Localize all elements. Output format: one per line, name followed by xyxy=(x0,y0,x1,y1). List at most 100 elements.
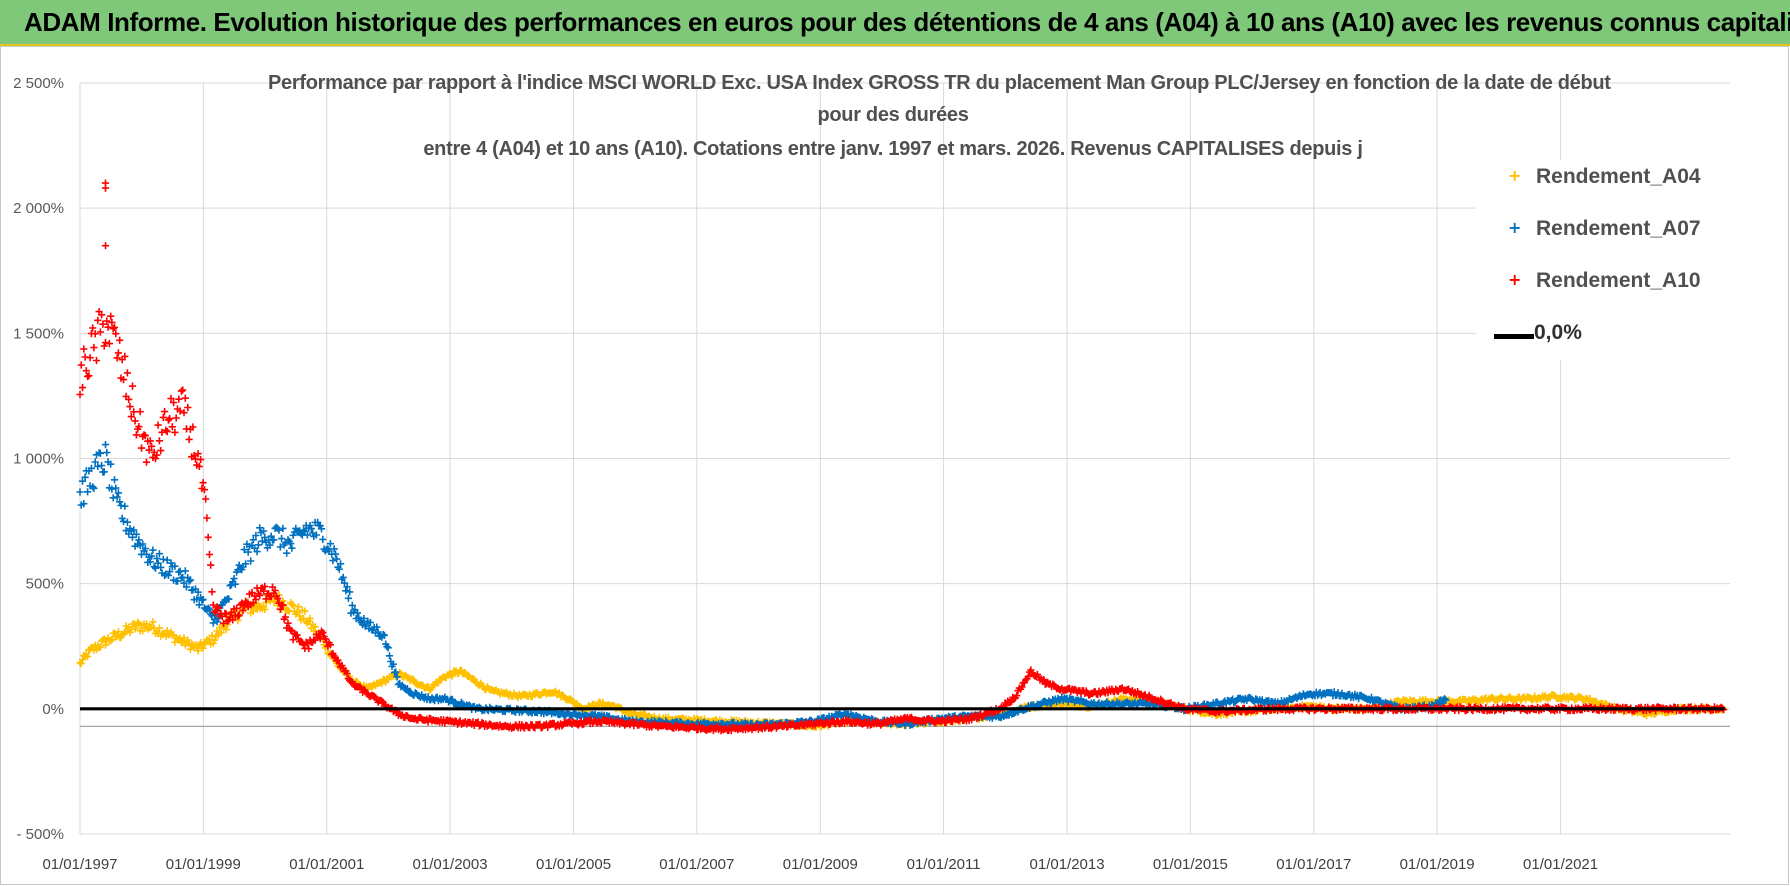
data-point xyxy=(380,631,388,639)
data-point xyxy=(222,626,230,634)
data-point xyxy=(300,526,308,534)
data-point xyxy=(168,423,176,431)
data-point xyxy=(373,623,381,631)
data-point xyxy=(366,618,374,627)
data-point xyxy=(154,559,162,567)
data-point xyxy=(283,549,291,557)
data-point xyxy=(101,641,110,649)
data-point xyxy=(293,608,301,616)
data-point xyxy=(287,540,295,548)
data-point xyxy=(262,595,270,603)
data-point xyxy=(125,395,133,403)
data-point-outlier xyxy=(101,179,110,187)
data-point xyxy=(77,660,85,668)
data-point xyxy=(194,647,202,655)
data-point xyxy=(127,413,135,421)
data-point xyxy=(153,451,161,459)
data-point xyxy=(173,577,182,585)
x-tick-label: 01/01/2009 xyxy=(783,856,858,873)
data-point xyxy=(96,643,104,651)
data-point xyxy=(233,604,241,612)
data-point xyxy=(76,390,84,399)
data-point xyxy=(1252,695,1260,703)
data-point xyxy=(193,595,201,603)
data-point xyxy=(113,354,121,362)
data-point xyxy=(194,588,202,596)
data-point xyxy=(140,431,148,439)
data-point xyxy=(203,514,211,522)
data-point xyxy=(204,604,212,612)
x-tick-label: 01/01/2001 xyxy=(289,856,364,873)
data-point xyxy=(222,610,230,618)
data-point xyxy=(80,345,88,353)
data-point xyxy=(342,587,350,595)
data-point xyxy=(211,636,219,644)
data-point xyxy=(110,476,119,484)
data-point xyxy=(211,608,219,616)
data-point xyxy=(319,535,327,543)
data-point xyxy=(403,685,411,693)
data-point xyxy=(230,575,238,583)
data-point xyxy=(220,619,228,627)
data-point xyxy=(108,635,116,643)
data-point xyxy=(101,441,110,449)
data-point xyxy=(181,394,189,402)
data-point xyxy=(148,442,156,450)
data-point xyxy=(301,607,309,615)
legend-item-a10: + Rendement_A10 xyxy=(1476,268,1732,300)
data-point xyxy=(288,544,296,552)
data-point xyxy=(159,413,167,421)
data-point xyxy=(142,620,151,628)
data-point xyxy=(231,580,239,588)
data-point xyxy=(312,531,320,539)
data-point xyxy=(148,552,156,560)
data-point xyxy=(331,550,340,558)
data-point xyxy=(128,533,137,541)
data-point xyxy=(195,462,203,470)
x-tick-label: 01/01/1997 xyxy=(42,856,117,873)
data-point xyxy=(194,450,202,458)
data-point xyxy=(303,531,311,539)
legend-item-zero: 0,0% xyxy=(1476,320,1732,352)
data-point xyxy=(77,361,85,369)
data-point xyxy=(276,543,284,551)
data-point xyxy=(393,673,401,681)
data-point xyxy=(78,477,87,485)
data-point xyxy=(116,336,124,344)
data-point xyxy=(260,587,268,595)
data-point xyxy=(151,455,160,463)
data-point xyxy=(254,541,262,549)
data-point xyxy=(163,428,171,436)
data-point xyxy=(278,535,286,543)
data-point xyxy=(337,560,345,568)
data-point xyxy=(199,596,207,604)
data-point xyxy=(335,565,343,573)
data-point xyxy=(131,417,139,425)
data-point xyxy=(307,525,315,533)
data-point xyxy=(249,607,257,615)
data-point xyxy=(109,325,117,333)
legend-label-a04: Rendement_A04 xyxy=(1536,165,1701,188)
data-point xyxy=(175,395,183,403)
legend-item-a07: + Rendement_A07 xyxy=(1476,216,1732,248)
data-point xyxy=(176,407,184,415)
data-point xyxy=(182,583,191,591)
data-point xyxy=(326,540,334,548)
data-point xyxy=(155,624,163,632)
data-point xyxy=(130,408,138,416)
x-tick-label: 01/01/2017 xyxy=(1276,856,1351,873)
data-point xyxy=(171,562,179,570)
data-point xyxy=(409,675,417,683)
data-point xyxy=(98,461,106,470)
x-tick-label: 01/01/1999 xyxy=(166,856,241,873)
data-point xyxy=(573,700,581,708)
data-point xyxy=(213,618,221,626)
data-point xyxy=(99,320,107,328)
data-point xyxy=(89,324,97,332)
data-point xyxy=(119,376,128,384)
data-point xyxy=(333,555,341,563)
data-point xyxy=(1024,672,1032,680)
data-point xyxy=(1438,699,1446,707)
data-point xyxy=(199,644,207,652)
chart-title-line-3: entre 4 (A04) et 10 ans (A10). Cotations… xyxy=(423,138,1363,160)
